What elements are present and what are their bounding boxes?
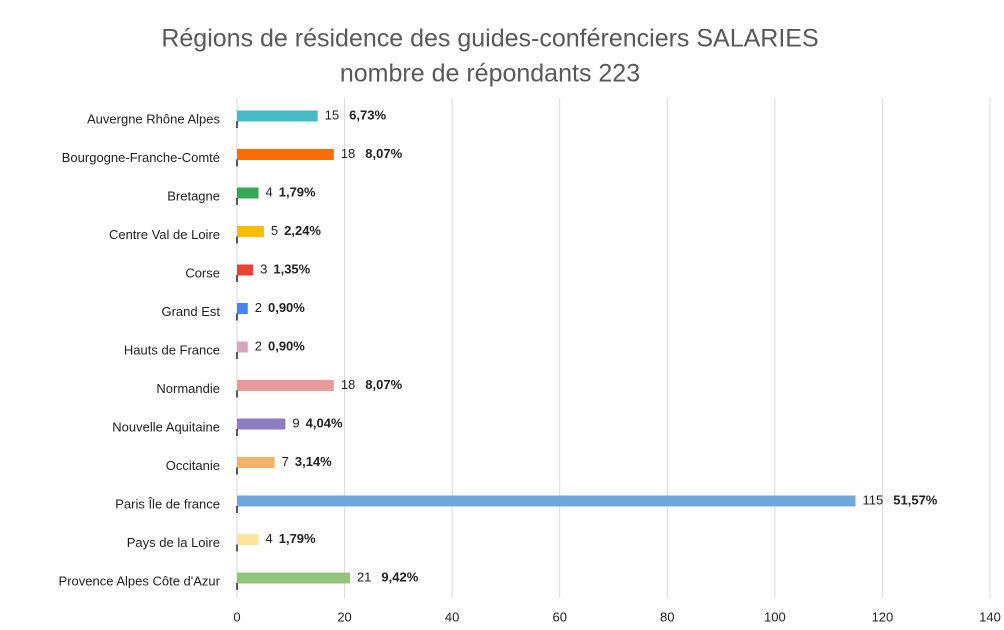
x-tick-label: 20 <box>337 609 351 624</box>
value-label: 4 <box>266 531 273 546</box>
value-label: 18 <box>341 377 355 392</box>
bar <box>237 303 248 314</box>
percent-label: 2,24% <box>284 223 321 238</box>
percent-label: 1,79% <box>279 184 316 199</box>
y-tick-label: Pays de la Loire <box>127 535 220 550</box>
bar <box>237 418 286 430</box>
value-label: 9 <box>292 415 299 430</box>
bar <box>237 187 259 199</box>
bar <box>237 149 334 160</box>
bar <box>237 110 318 122</box>
value-label: 15 <box>325 107 339 122</box>
x-tick-label: 40 <box>445 609 459 624</box>
y-tick-label: Nouvelle Aquitaine <box>112 419 220 434</box>
percent-label: 0,90% <box>268 300 305 315</box>
percent-label: 8,07% <box>365 377 402 392</box>
percent-label: 9,42% <box>381 569 418 584</box>
percent-label: 6,73% <box>349 107 386 122</box>
y-tick-label: Normandie <box>156 381 220 396</box>
bar <box>237 495 856 507</box>
x-tick-label: 80 <box>660 609 674 624</box>
x-tick-label: 120 <box>872 609 894 624</box>
bar <box>237 380 334 391</box>
y-tick-label: Bourgogne-Franche-Comté <box>62 150 220 165</box>
chart-subtitle: nombre de répondants 223 <box>340 60 640 88</box>
y-tick-label: Hauts de France <box>124 342 220 357</box>
x-tick-label: 100 <box>764 609 786 624</box>
y-tick-label: Corse <box>185 265 220 280</box>
x-tick-label: 60 <box>552 609 566 624</box>
percent-label: 4,04% <box>306 415 343 430</box>
y-tick-label: Paris Île de france <box>115 496 220 511</box>
value-label: 7 <box>282 454 289 469</box>
value-label: 4 <box>266 184 273 199</box>
y-tick-label: Occitanie <box>166 458 220 473</box>
value-label: 2 <box>255 300 262 315</box>
percent-label: 3,14% <box>295 454 332 469</box>
value-label: 18 <box>341 146 355 161</box>
percent-label: 8,07% <box>365 146 402 161</box>
bar <box>237 226 264 237</box>
y-tick-label: Provence Alpes Côte d'Azur <box>59 573 221 588</box>
bar <box>237 572 350 584</box>
value-label: 3 <box>260 261 267 276</box>
bar <box>237 264 254 276</box>
y-tick-label: Bretagne <box>167 188 220 203</box>
value-label: 115 <box>863 492 884 507</box>
bar <box>237 534 259 545</box>
value-label: 2 <box>255 338 262 353</box>
x-tick-label: 140 <box>979 609 1001 624</box>
y-tick-label: Grand Est <box>161 304 220 319</box>
bar <box>237 457 275 468</box>
y-tick-label: Centre Val de Loire <box>109 227 220 242</box>
percent-label: 1,35% <box>273 261 310 276</box>
y-tick-label: Auvergne Rhône Alpes <box>87 111 220 126</box>
percent-label: 51,57% <box>893 492 938 507</box>
percent-label: 0,90% <box>268 338 305 353</box>
bar <box>237 341 248 353</box>
x-tick-label: 0 <box>233 609 240 624</box>
percent-label: 1,79% <box>279 531 316 546</box>
chart-title: Régions de résidence des guides-conféren… <box>161 25 818 53</box>
value-label: 5 <box>271 223 278 238</box>
value-label: 21 <box>357 569 371 584</box>
